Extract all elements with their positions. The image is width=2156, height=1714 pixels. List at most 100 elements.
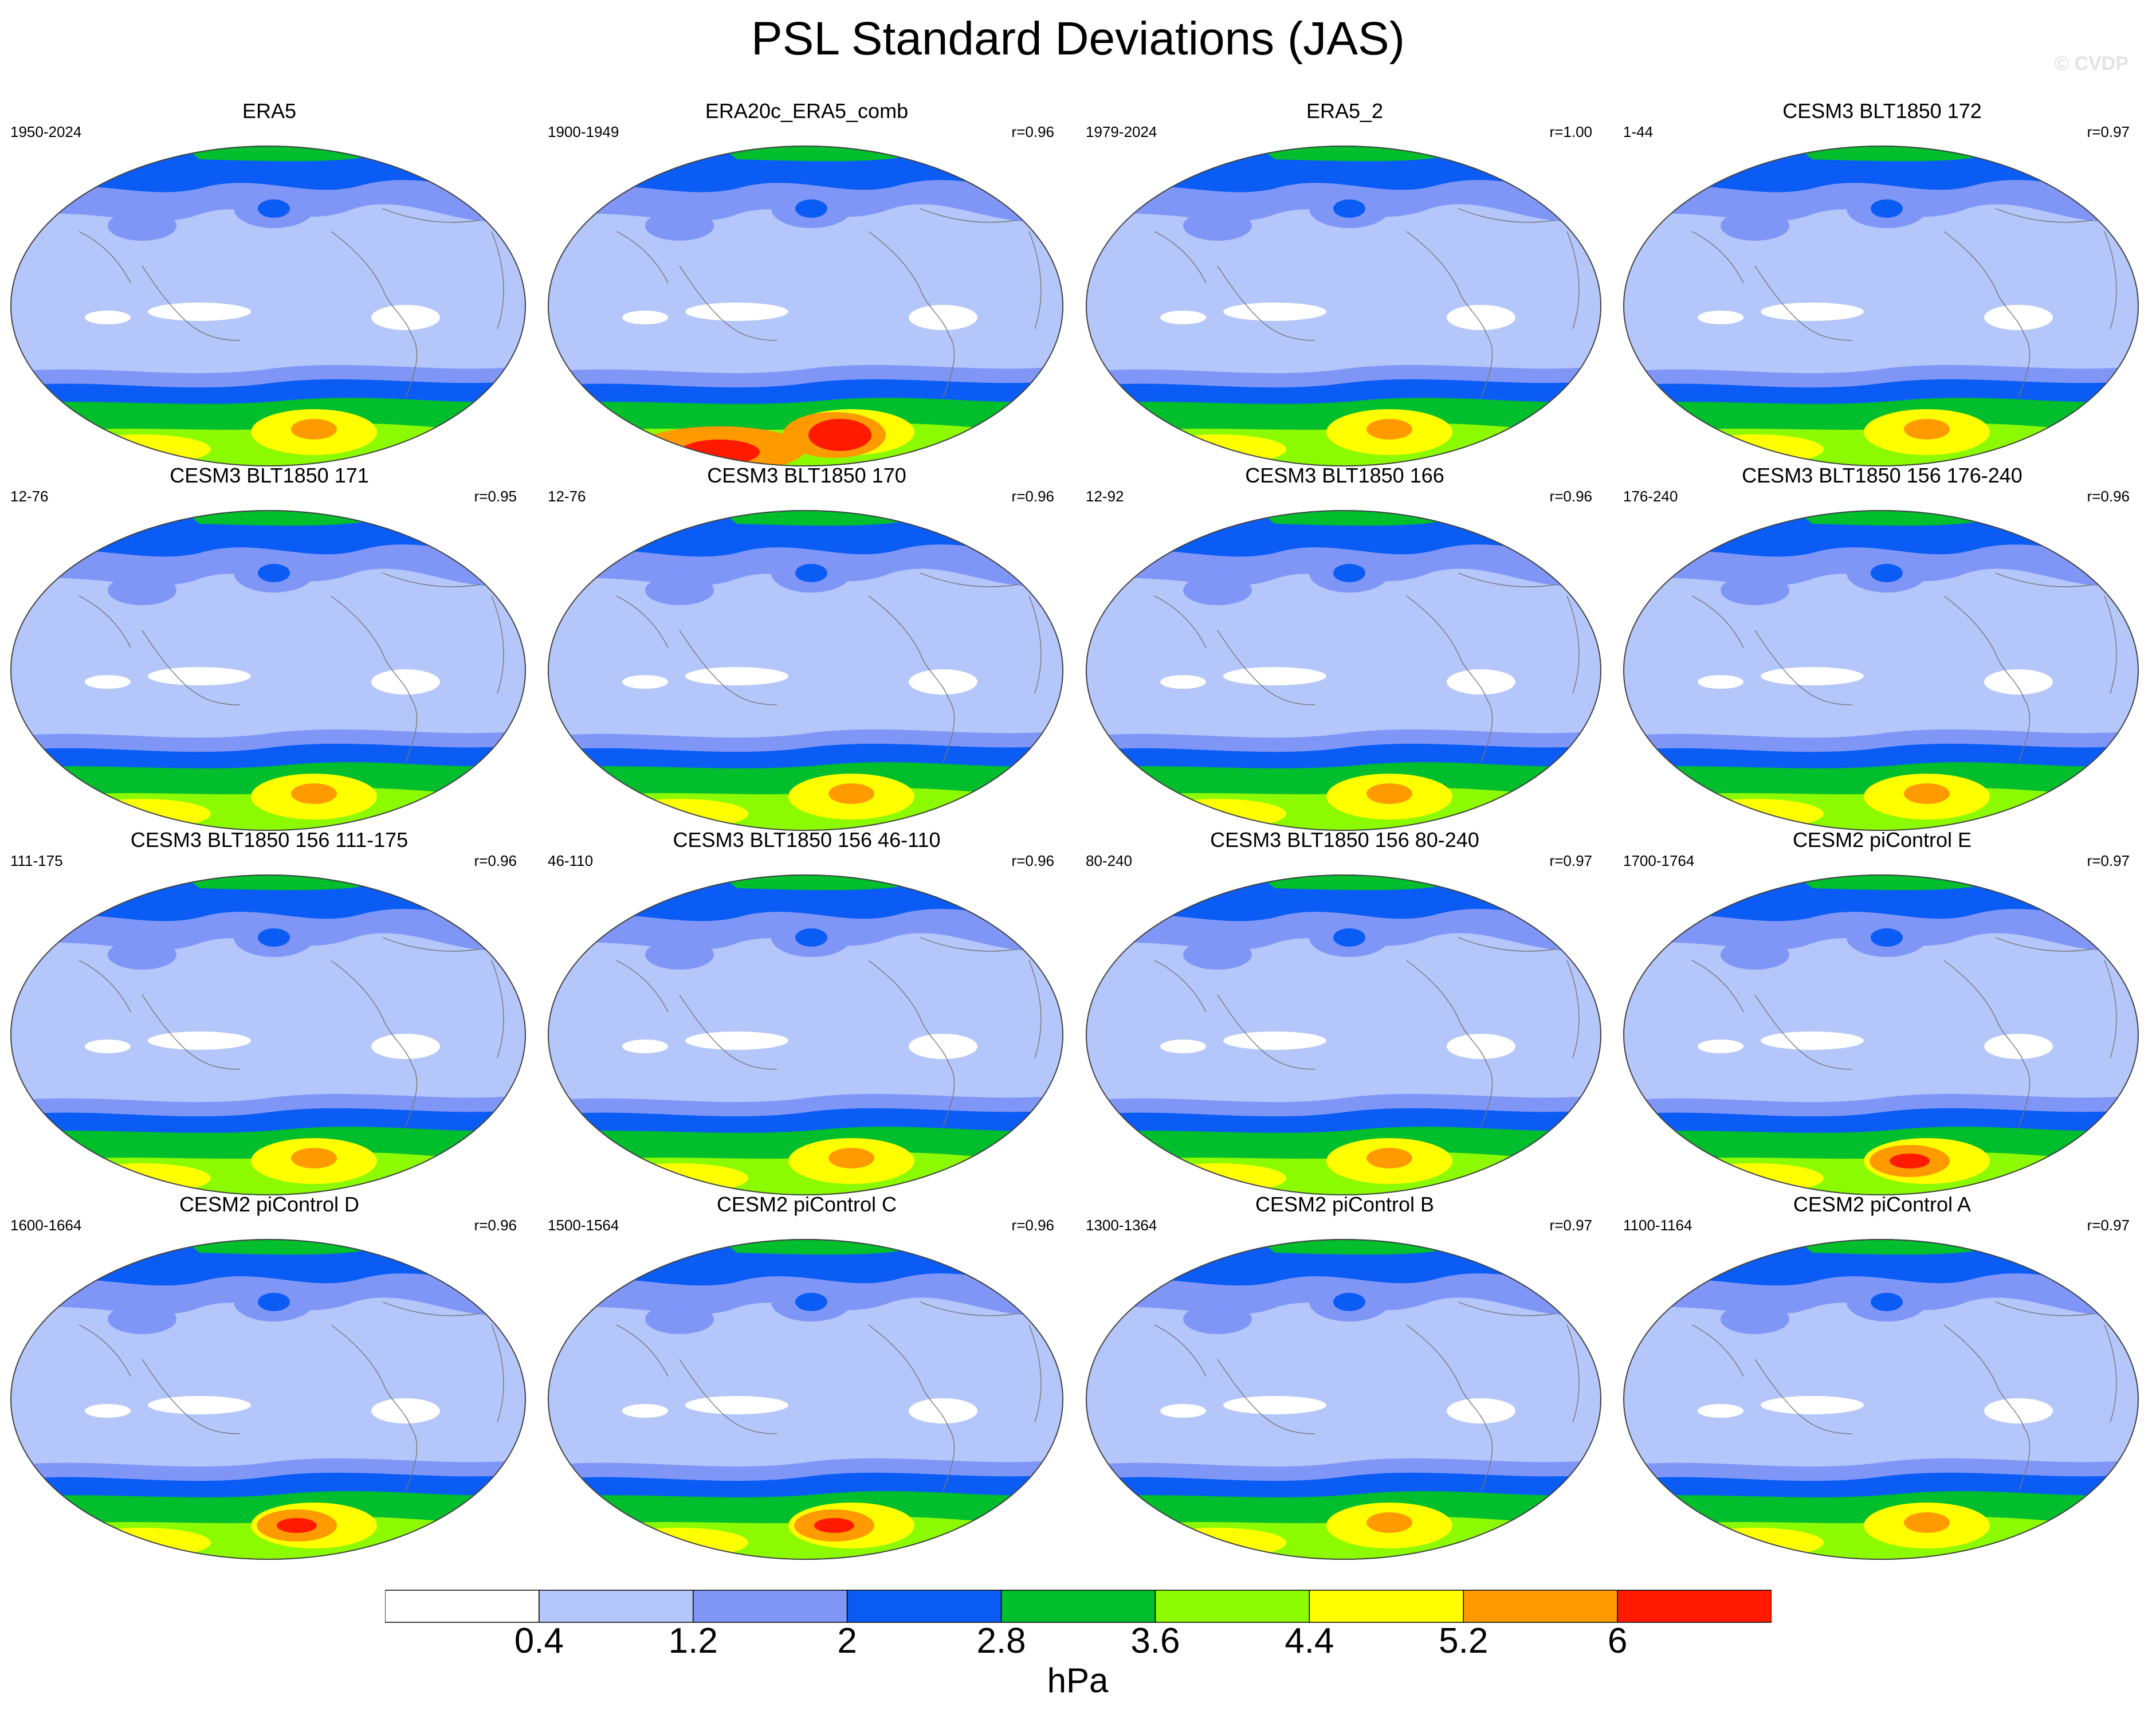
contour-arctic-core	[1795, 510, 1990, 526]
contour-nw-pacific-cell	[108, 575, 176, 605]
coastline	[1217, 630, 1315, 705]
contour-south-peak	[1904, 1512, 1950, 1533]
coastline	[2104, 1324, 2117, 1423]
map-panel: CESM3 BLT1850 166 12-92 r=0.96	[1075, 463, 1614, 831]
coastline	[679, 1359, 777, 1434]
contour-nw-pacific-cell	[645, 1304, 714, 1334]
panel-title: CESM3 BLT1850 156 80-240	[1210, 828, 1479, 852]
contour-arctic-core	[1258, 874, 1452, 891]
psl-stddev-map	[10, 1239, 526, 1560]
psl-stddev-map	[548, 510, 1063, 831]
coastline	[1943, 595, 2031, 763]
panel-title: CESM3 BLT1850 171	[170, 464, 369, 487]
contour-south-max	[73, 1163, 211, 1193]
panel-years: 1900-1949	[548, 123, 619, 140]
panel-correlation: r=0.96	[1011, 123, 1054, 140]
coastline	[1566, 960, 1580, 1058]
contour-south-max	[1149, 799, 1286, 829]
colorbar-segment	[539, 1590, 694, 1623]
contour-south-max	[1149, 1163, 1286, 1193]
contour-tropical-min	[1223, 1031, 1326, 1050]
map-panel: CESM3 BLT1850 156 46-110 46-110 r=0.96	[537, 827, 1076, 1195]
map-outline	[1086, 146, 1601, 466]
contour-npac-core	[1871, 1293, 1903, 1311]
coastline	[1943, 960, 2031, 1127]
colorbar-unit: hPa	[1047, 1661, 1109, 1700]
colorbar-tick-label: 4.4	[1285, 1621, 1334, 1661]
contour-south-max	[73, 434, 211, 464]
panel-years: 46-110	[548, 852, 594, 869]
contour-south-peak	[291, 1148, 337, 1168]
colorbar-tick-label: 6	[1607, 1621, 1628, 1661]
coastline	[78, 231, 131, 284]
coastline	[1154, 960, 1207, 1013]
psl-stddev-map	[1086, 1239, 1601, 1560]
contour-tropical-min	[1160, 1040, 1206, 1053]
coastline	[1566, 1324, 1580, 1423]
panel-years: 1-44	[1623, 123, 1654, 140]
map-outline	[10, 874, 526, 1195]
panel-title: CESM3 BLT1850 156 111-175	[130, 828, 409, 852]
contour-arctic-core	[182, 874, 377, 891]
contour-tropical-min	[1761, 667, 1864, 685]
coastline	[142, 1359, 240, 1434]
coastline	[1754, 265, 1853, 341]
contour-tropical-min	[1984, 305, 2053, 330]
psl-stddev-map	[548, 146, 1063, 466]
coastline	[1406, 231, 1493, 398]
contour-nw-pacific-cell	[1183, 575, 1252, 605]
coastline	[1754, 1359, 1853, 1434]
contour-south-max	[73, 799, 211, 829]
contour-nw-pacific-cell	[1721, 575, 1789, 605]
coastline	[142, 265, 240, 341]
contour-south-peak	[1366, 1148, 1412, 1168]
coastline	[491, 960, 504, 1058]
contour-arctic-core	[182, 510, 377, 526]
coastline	[1691, 960, 1744, 1013]
contour-npac-core	[1871, 199, 1903, 218]
contour-arctic-core	[182, 1239, 377, 1255]
panel-years: 1950-2024	[10, 123, 82, 140]
psl-stddev-map	[548, 1239, 1063, 1560]
contour-tropical-min	[1223, 303, 1326, 321]
contour-south-peak	[828, 783, 874, 804]
contour-nw-pacific-cell	[108, 211, 176, 241]
coastline	[491, 1324, 504, 1423]
map-panel: CESM3 BLT1850 156 176-240 176-240 r=0.96	[1613, 463, 2151, 831]
contour-south-peak-core	[808, 419, 871, 451]
map-outline	[1623, 1239, 2139, 1560]
contour-tropical-min	[148, 1396, 251, 1414]
coastline	[382, 572, 481, 587]
panel-title: CESM3 BLT1850 170	[707, 464, 906, 487]
contour-south-peak	[1904, 783, 1950, 804]
contour-tropical-min	[1698, 1404, 1743, 1418]
contour-tropical-min	[685, 667, 788, 685]
contour-tropical-min	[148, 303, 251, 321]
coastline	[1458, 1301, 1556, 1316]
panel-years: 12-76	[548, 488, 586, 505]
contour-tropical-min	[1447, 305, 1515, 330]
colorbar-segment	[1309, 1590, 1464, 1623]
map-panel: CESM2 piControl D 1600-1664 r=0.96	[0, 1192, 539, 1560]
coastline	[868, 1324, 955, 1492]
coastline	[1154, 231, 1207, 284]
coastline	[78, 1324, 131, 1377]
map-outline	[1086, 510, 1601, 831]
contour-tropical-min	[85, 311, 131, 324]
coastline	[1458, 572, 1556, 587]
panel-title: CESM2 piControl C	[716, 1193, 897, 1216]
coastline	[1458, 937, 1556, 952]
panel-title: CESM2 piControl D	[179, 1193, 360, 1216]
panel-years: 12-76	[10, 488, 49, 505]
colorbar-segment	[1617, 1590, 1772, 1623]
contour-tropical-min	[148, 667, 251, 685]
contour-arctic-core	[1795, 1239, 1990, 1255]
contour-tropical-min	[371, 1034, 440, 1059]
contour-tropical-min	[1160, 1404, 1206, 1418]
coastline	[1691, 231, 1744, 284]
contour-tropical-min	[622, 1040, 668, 1053]
contour-npac-core	[258, 928, 290, 947]
contour-tropical-min	[85, 675, 131, 689]
coastline	[1691, 1324, 1744, 1377]
coastline	[1028, 231, 1042, 330]
